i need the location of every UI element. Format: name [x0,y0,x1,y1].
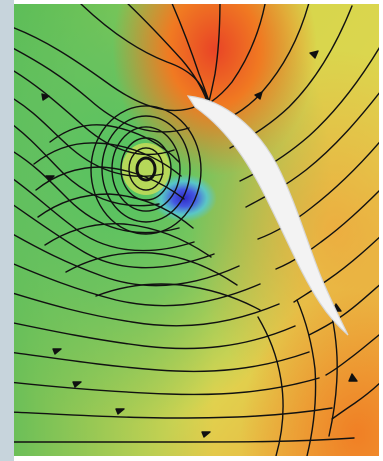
streamline [325,334,379,376]
streamline [14,234,240,287]
vortex-core-ring [135,156,157,182]
streamline [14,178,195,252]
flow-arrow [41,93,50,101]
streamline [37,193,194,229]
streamline [257,316,284,456]
streamline [14,377,320,396]
streamline [14,351,310,373]
streamline [208,4,221,102]
flow-svg [14,4,379,456]
streamline [275,189,379,270]
streamline [14,322,296,350]
flow-arrow [254,91,263,100]
flow-arrow [72,381,82,388]
streamline [210,4,266,103]
streamline [14,47,190,133]
streamline [44,222,212,258]
streamline [257,141,379,240]
streamline [95,283,261,311]
vortex-ring [101,115,191,223]
streamline [14,292,280,327]
streamline [171,4,210,102]
streamlines [14,4,379,456]
flow-arrow [309,50,319,59]
flow-arrow [348,373,358,382]
flow-visualization [14,4,379,456]
streamline [127,4,208,102]
streamline [33,142,182,177]
curved-blade-shape [186,95,349,336]
left-side-strip [0,0,14,461]
streamline [220,4,310,123]
streamline [331,382,379,420]
streamline [296,299,317,456]
flow-arrow [201,431,211,438]
streamline [245,92,379,208]
streamline [14,263,261,307]
streamline [14,27,198,112]
streamline [65,251,238,286]
streamline [14,204,215,269]
streamline [293,236,379,303]
streamline [14,151,180,234]
vortex-ring [111,126,181,212]
flow-arrow [45,175,55,182]
flow-arrow [52,348,62,355]
flow-arrow [115,408,125,415]
streamline [49,124,180,163]
streamline [14,437,355,443]
streamline [14,407,333,419]
streamline [35,166,185,200]
streamline [14,98,164,177]
